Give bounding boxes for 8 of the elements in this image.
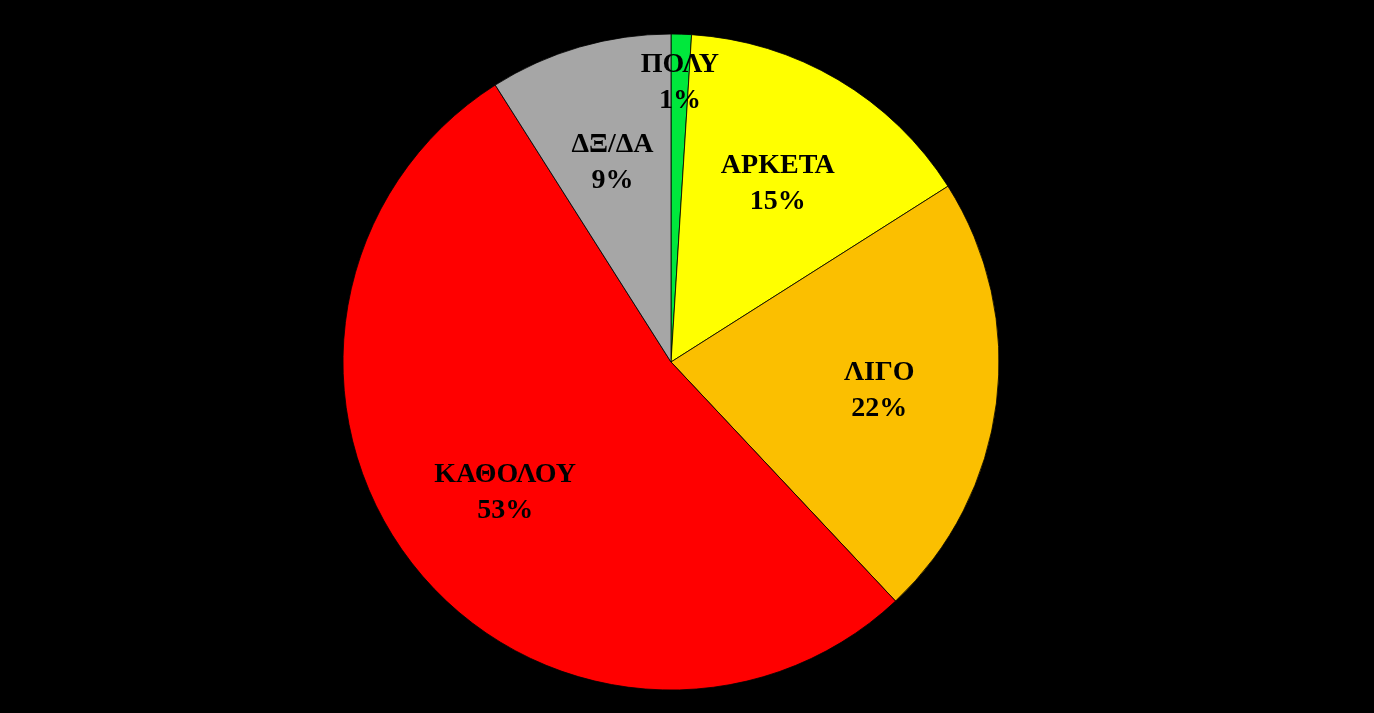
slice-label: ΔΞ/ΔΑ (571, 126, 655, 158)
slice-label: ΑΡΚΕΤΑ (720, 147, 836, 179)
data-label: 15% (749, 183, 806, 215)
data-label: 22% (851, 390, 908, 422)
slice-label: ΚΑΘΟΛΟΥ (434, 457, 576, 489)
data-label: 53% (477, 493, 534, 525)
slice-label: ΛΙΓΟ (843, 354, 915, 386)
data-label: 9% (591, 162, 634, 194)
